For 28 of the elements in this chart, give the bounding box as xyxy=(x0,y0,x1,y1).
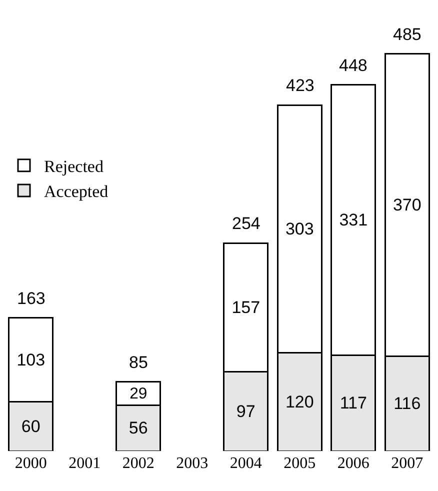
total-label: 485 xyxy=(393,25,422,44)
data-label: 157 xyxy=(232,298,260,318)
data-label: 29 xyxy=(130,386,148,403)
data-label: 117 xyxy=(340,394,367,413)
x-tick-label: 2000 xyxy=(14,455,47,472)
x-tick-label: 2005 xyxy=(284,455,316,472)
data-label: 103 xyxy=(16,350,46,370)
total-label: 163 xyxy=(17,289,46,308)
x-tick-label: 2002 xyxy=(122,455,154,472)
legend-label: Accepted xyxy=(44,182,109,202)
data-label: 120 xyxy=(285,392,314,412)
data-label: 331 xyxy=(339,210,368,230)
x-tick-label: 2007 xyxy=(391,455,424,472)
total-label: 448 xyxy=(339,56,368,75)
data-label: 370 xyxy=(392,196,422,215)
x-tick-label: 2004 xyxy=(230,455,262,472)
data-label: 116 xyxy=(394,394,421,414)
data-label: 303 xyxy=(285,220,314,239)
data-label: 60 xyxy=(21,416,40,436)
x-tick-label: 2003 xyxy=(176,455,208,472)
data-label: 56 xyxy=(128,418,148,438)
x-tick-label: 2001 xyxy=(68,455,101,472)
x-tick-label: 2006 xyxy=(337,455,370,472)
data-label: 97 xyxy=(236,402,256,421)
total-label: 254 xyxy=(232,214,260,233)
total-label: 423 xyxy=(286,76,314,95)
total-label: 85 xyxy=(129,353,148,372)
legend-label: Rejected xyxy=(44,157,104,176)
